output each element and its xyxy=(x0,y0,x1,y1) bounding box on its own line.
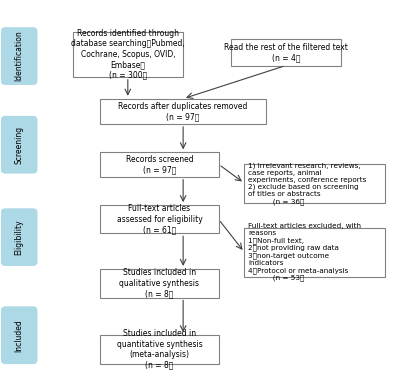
Text: Studies included in
quantitative synthesis
(meta-analysis)
(n = 8）: Studies included in quantitative synthes… xyxy=(116,329,202,369)
FancyBboxPatch shape xyxy=(100,269,219,298)
Text: 1) Irrelevant research, reviews,
case reports, animal
experiments, conference re: 1) Irrelevant research, reviews, case re… xyxy=(248,162,367,205)
Text: Records identified through
database searching（Pubmed,
Cochrane, Scopus, OVID,
Em: Records identified through database sear… xyxy=(71,29,185,79)
Text: Read the rest of the filtered text
(n = 4）: Read the rest of the filtered text (n = … xyxy=(224,43,348,62)
Text: Identification: Identification xyxy=(15,31,24,81)
FancyBboxPatch shape xyxy=(100,205,219,233)
FancyBboxPatch shape xyxy=(230,39,341,65)
Text: Included: Included xyxy=(15,319,24,352)
FancyBboxPatch shape xyxy=(72,32,183,77)
FancyBboxPatch shape xyxy=(244,228,385,277)
Text: Records after duplicates removed
(n = 97）: Records after duplicates removed (n = 97… xyxy=(118,102,248,122)
FancyBboxPatch shape xyxy=(100,100,266,124)
FancyBboxPatch shape xyxy=(100,152,219,177)
FancyBboxPatch shape xyxy=(1,307,37,364)
Text: Screening: Screening xyxy=(15,126,24,164)
FancyBboxPatch shape xyxy=(100,335,219,364)
Text: Eligibility: Eligibility xyxy=(15,219,24,255)
FancyBboxPatch shape xyxy=(244,164,385,203)
Text: Full-text articles excluded, with
reasons
1）Non-full text,
2）not providing raw d: Full-text articles excluded, with reason… xyxy=(248,223,361,281)
FancyBboxPatch shape xyxy=(1,116,37,173)
Text: Full-text articles
assessed for eligibility
(n = 61）: Full-text articles assessed for eligibil… xyxy=(116,204,202,234)
FancyBboxPatch shape xyxy=(1,28,37,84)
FancyBboxPatch shape xyxy=(1,209,37,266)
Text: Studies included in
qualitative synthesis
(n = 8）: Studies included in qualitative synthesi… xyxy=(120,268,200,298)
Text: Records screened
(n = 97）: Records screened (n = 97） xyxy=(126,155,193,174)
